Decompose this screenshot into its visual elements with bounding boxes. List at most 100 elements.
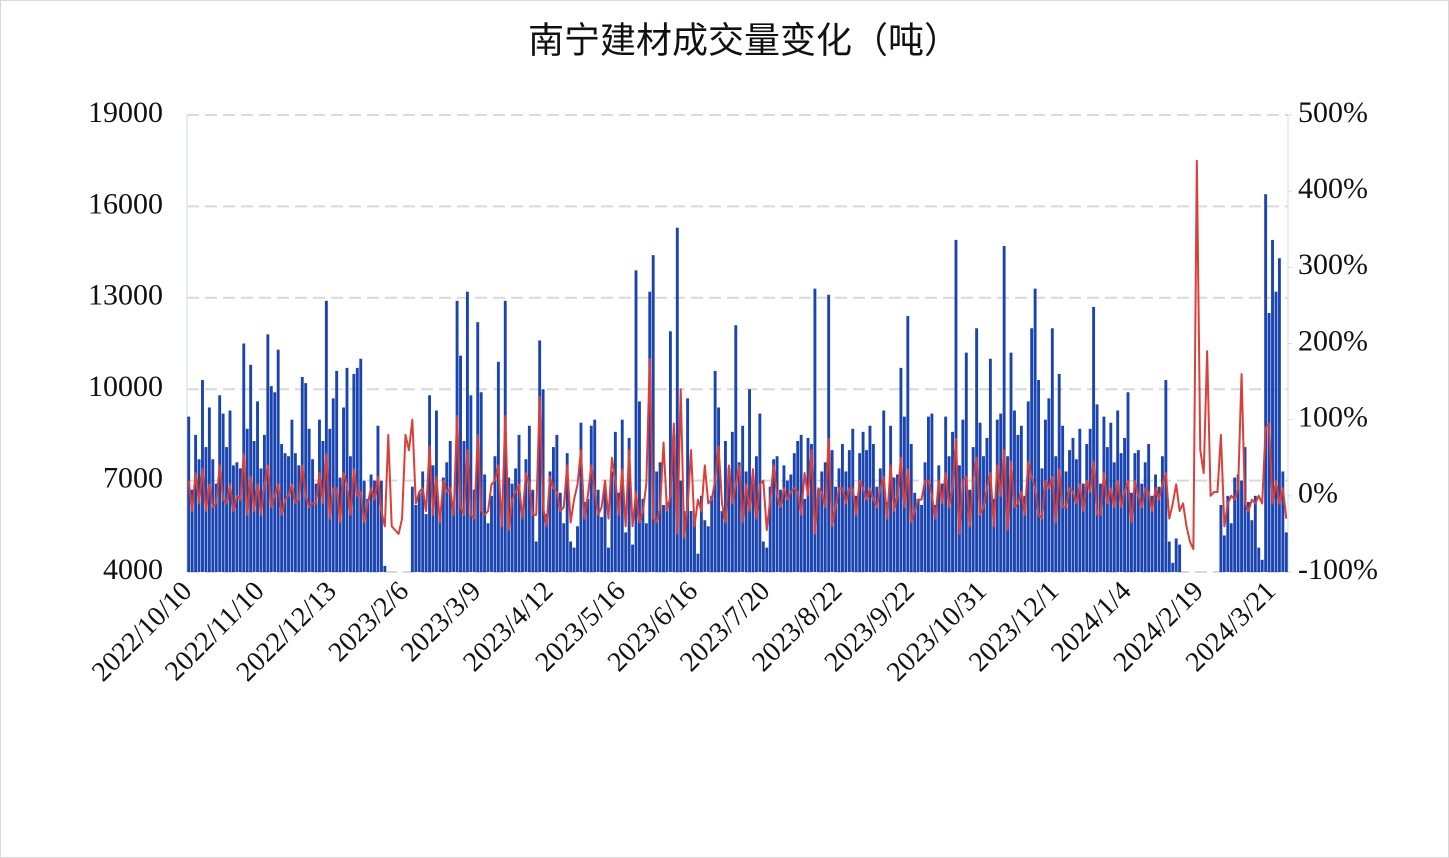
y2-tick-label: 400%	[1298, 172, 1368, 205]
bar	[768, 486, 772, 572]
bar	[679, 480, 683, 572]
y-tick-label: 10000	[88, 370, 163, 403]
bar	[307, 428, 311, 572]
bar	[1277, 258, 1281, 572]
bar	[648, 291, 652, 572]
bar	[1105, 447, 1109, 572]
bar	[1019, 425, 1023, 572]
bar	[376, 425, 380, 572]
bar	[355, 367, 359, 572]
bar	[878, 468, 882, 572]
bar	[441, 477, 445, 572]
bar	[933, 504, 937, 572]
bar	[1050, 328, 1054, 572]
bar	[342, 407, 345, 572]
bar	[445, 462, 449, 572]
bar	[1260, 559, 1264, 572]
bar	[1226, 495, 1230, 572]
bar	[424, 514, 428, 572]
bar	[865, 450, 868, 572]
bar	[1167, 541, 1171, 572]
bar	[971, 447, 975, 572]
y2-tick-label: 200%	[1298, 324, 1368, 357]
bar	[572, 547, 576, 572]
bar	[486, 523, 490, 572]
bar	[1092, 306, 1096, 572]
bar	[744, 471, 748, 572]
bar	[613, 431, 617, 572]
bar	[452, 504, 456, 572]
bar	[1102, 416, 1106, 572]
bar	[190, 489, 194, 572]
bar	[187, 416, 191, 572]
bar	[428, 395, 432, 572]
bar	[851, 428, 855, 572]
bar	[321, 440, 325, 572]
bar	[875, 486, 879, 572]
bar	[985, 437, 989, 572]
bar	[706, 526, 710, 572]
bar	[861, 431, 865, 572]
bar	[214, 483, 218, 572]
bar	[369, 474, 373, 572]
bar	[600, 517, 604, 572]
bar	[589, 425, 593, 572]
bar	[940, 483, 944, 572]
bar	[414, 504, 418, 572]
bar	[820, 471, 824, 572]
bar	[686, 398, 690, 572]
bar	[362, 480, 366, 572]
bar	[565, 453, 569, 572]
bar	[514, 468, 518, 572]
bar	[510, 483, 514, 572]
bar	[1222, 535, 1226, 572]
bar	[792, 453, 796, 572]
bar	[610, 471, 614, 572]
bar	[1219, 504, 1223, 572]
line	[187, 159, 1288, 551]
bar	[810, 444, 813, 572]
bar	[665, 501, 669, 572]
y2-tick-label: 500%	[1298, 96, 1368, 129]
bar	[1088, 428, 1092, 572]
bar	[534, 541, 538, 572]
y2-tick-label: 0%	[1298, 477, 1338, 510]
bar	[562, 523, 566, 572]
bar	[290, 419, 294, 572]
bar	[964, 352, 968, 572]
bar	[1064, 471, 1068, 572]
bar	[813, 288, 817, 572]
y2-tick-label: -100%	[1298, 553, 1378, 586]
bar	[1112, 462, 1116, 572]
bar	[868, 425, 872, 572]
bar	[1037, 380, 1040, 572]
bar	[1281, 471, 1285, 572]
bar	[1136, 450, 1140, 572]
bar	[779, 489, 782, 572]
bar	[892, 477, 896, 572]
bar	[992, 498, 996, 572]
bar	[596, 489, 600, 572]
bar	[954, 239, 958, 572]
bar	[1099, 483, 1102, 572]
bar	[734, 325, 738, 572]
bar	[968, 489, 972, 572]
bar	[517, 434, 521, 572]
bar	[782, 465, 786, 572]
bar	[1081, 483, 1085, 572]
bar	[710, 495, 714, 572]
bar	[827, 294, 831, 572]
bar	[699, 495, 703, 572]
bar	[521, 511, 524, 572]
bar	[978, 422, 982, 572]
bar	[1033, 288, 1037, 572]
bar	[431, 465, 435, 572]
bar	[527, 425, 531, 572]
bar	[197, 459, 201, 572]
bar	[927, 416, 930, 572]
bar	[906, 316, 910, 572]
bar	[988, 358, 992, 572]
bar	[410, 486, 414, 572]
bar	[1002, 246, 1006, 572]
